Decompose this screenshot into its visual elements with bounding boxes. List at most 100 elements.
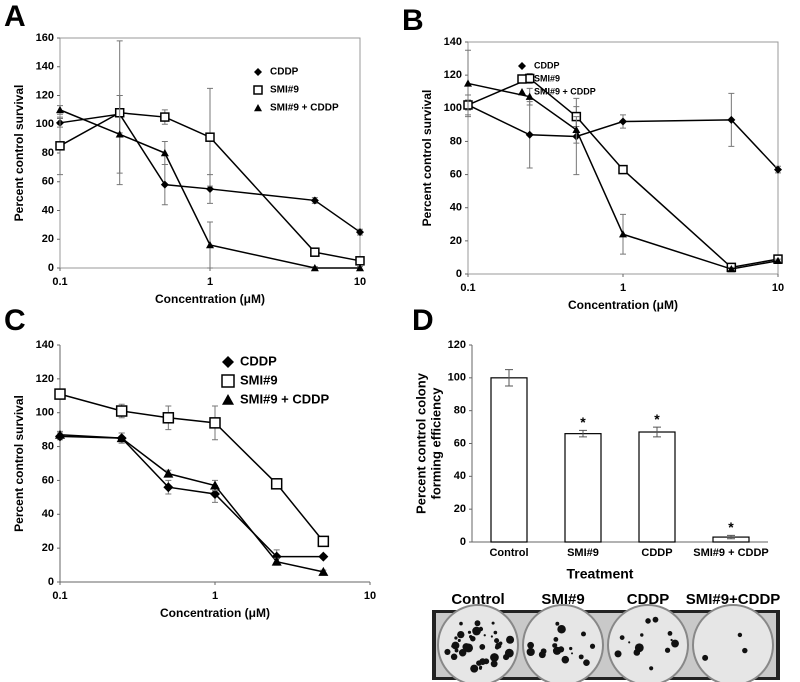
colony — [474, 620, 481, 627]
bar — [490, 377, 528, 543]
colony — [578, 654, 584, 660]
y-axis-label: Percent control survival — [420, 90, 434, 227]
y-tick-label: 80 — [454, 405, 466, 417]
legend-label: SMI#9 — [240, 372, 278, 387]
x-tick-label: 1 — [620, 282, 626, 294]
y-tick-label: 20 — [450, 235, 462, 247]
legend-label: SMI#9 — [270, 85, 299, 96]
colony — [479, 644, 486, 650]
legend-marker — [254, 68, 262, 76]
marker-triangle — [727, 265, 736, 273]
y-tick-label: 80 — [450, 135, 462, 147]
y-tick-label: 20 — [42, 542, 54, 554]
colony-photo — [432, 604, 780, 682]
marker-square — [209, 417, 221, 429]
image-label: Control — [451, 591, 504, 608]
marker-triangle — [271, 556, 282, 566]
marker-triangle — [525, 92, 534, 100]
image-label: SMI#9+CDDP — [686, 591, 781, 608]
y-tick-label: 120 — [448, 339, 466, 351]
bar — [638, 431, 676, 543]
colony — [527, 641, 535, 649]
colony — [589, 643, 596, 649]
marker-triangle — [210, 480, 220, 490]
panel-letter: A — [4, 0, 26, 33]
y-axis-label: Percent control colony — [413, 372, 428, 514]
legend-marker — [221, 374, 235, 388]
y-tick-label: 40 — [454, 470, 466, 482]
colony — [555, 621, 560, 626]
colony — [538, 651, 546, 659]
bar — [564, 433, 602, 543]
panel-letter: B — [402, 4, 424, 37]
y-axis-label: Percent control survival — [12, 85, 26, 222]
x-tick-label: 10 — [772, 282, 784, 294]
well — [692, 604, 774, 682]
x-axis-label: Concentration (μM) — [568, 298, 678, 312]
colony — [454, 636, 458, 640]
colony — [490, 660, 498, 668]
x-tick-label: CDDP — [641, 547, 672, 559]
marker-square — [160, 112, 170, 122]
marker-diamond — [160, 180, 169, 189]
error-bar — [505, 369, 513, 387]
colony — [571, 652, 574, 655]
colony — [472, 626, 481, 636]
marker-diamond — [310, 196, 319, 205]
image-label: CDDP — [627, 591, 670, 608]
colony — [557, 624, 566, 634]
marker-square — [205, 132, 215, 142]
x-axis-label: Concentration (μM) — [155, 292, 265, 306]
y-tick-label: 120 — [36, 89, 54, 101]
marker-square — [317, 535, 330, 548]
colony — [664, 647, 671, 653]
colony — [614, 650, 622, 658]
marker-triangle — [160, 149, 169, 157]
x-tick-label: 10 — [354, 276, 366, 288]
series-line — [59, 393, 324, 542]
y-tick-label: 160 — [36, 32, 54, 44]
colony — [495, 642, 502, 649]
marker-diamond — [619, 117, 627, 126]
y-tick-label: 140 — [36, 61, 54, 73]
significance-mark: * — [654, 411, 660, 427]
error-bar — [579, 429, 587, 438]
y-tick-label: 80 — [42, 147, 54, 159]
colony — [640, 633, 644, 637]
wells — [437, 604, 774, 682]
significance-mark: * — [728, 519, 734, 535]
legend-label: CDDP — [240, 353, 277, 368]
colony — [649, 666, 654, 671]
marker-triangle — [206, 241, 214, 249]
series-line — [59, 111, 361, 262]
colony — [458, 648, 467, 657]
colony — [670, 638, 673, 642]
marker-diamond — [318, 551, 329, 562]
colony — [674, 642, 678, 646]
colony — [667, 631, 673, 636]
y-tick-label: 100 — [36, 407, 54, 419]
colony — [557, 646, 565, 653]
y-tick-label: 120 — [36, 373, 54, 385]
x-axis-label: Concentration (μM) — [160, 606, 270, 620]
colony — [645, 618, 651, 624]
colony — [569, 646, 573, 651]
colony — [459, 621, 463, 626]
y-tick-label: 60 — [450, 168, 462, 180]
y-tick-label: 100 — [444, 102, 462, 114]
marker-triangle — [619, 230, 627, 238]
marker-square — [115, 405, 128, 417]
image-label: SMI#9 — [541, 591, 584, 608]
marker-diamond — [210, 488, 220, 499]
error-bar — [727, 534, 735, 540]
y-tick-label: 20 — [454, 503, 466, 515]
x-tick-label: 0.1 — [52, 590, 67, 602]
marker-triangle — [116, 433, 127, 443]
marker-square — [355, 256, 365, 266]
error-bar — [653, 426, 661, 438]
marker-triangle — [464, 79, 472, 87]
legend-label: CDDP — [534, 60, 560, 70]
x-tick-label: SMI#9 + CDDP — [693, 547, 769, 559]
colony — [652, 616, 659, 623]
